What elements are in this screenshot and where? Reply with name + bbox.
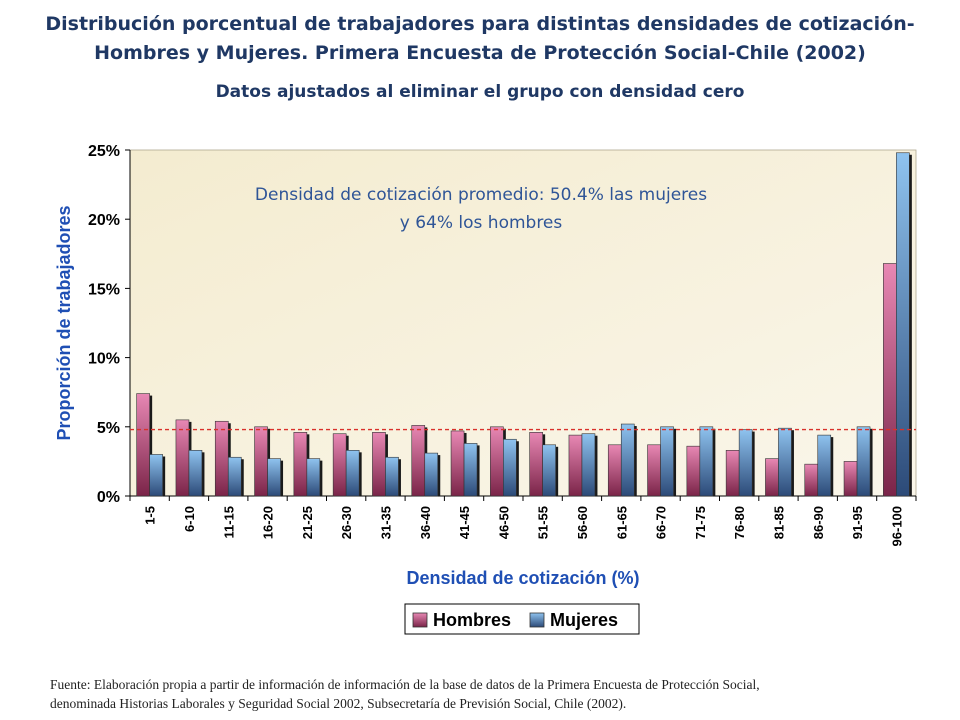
bar-mujeres	[188, 450, 203, 497]
bar-mujeres	[896, 152, 910, 497]
source-note-line2: denominada Historias Laborales y Segurid…	[50, 696, 627, 711]
bar-mujeres	[581, 433, 596, 497]
bar-mujeres	[267, 458, 281, 497]
source-note: Fuente: Elaboración propia a partir de i…	[50, 675, 930, 713]
bar-hombres	[765, 458, 779, 497]
annotation-text-line1: Densidad de cotización promedio: 50.4% l…	[255, 185, 707, 205]
chart-title-line2: Hombres y Mujeres. Primera Encuesta de P…	[94, 42, 866, 64]
y-tick-label: 20%	[88, 212, 120, 229]
bar-hombres	[411, 425, 426, 497]
bar-hombres	[293, 432, 308, 497]
bar-hombres	[804, 463, 819, 497]
x-tick-label: 21-25	[300, 506, 315, 539]
source-note-line1: Fuente: Elaboración propia a partir de i…	[50, 677, 760, 692]
bar-mujeres	[503, 438, 517, 497]
bar-mujeres	[699, 426, 714, 497]
x-tick-label: 81-85	[771, 506, 786, 539]
x-tick-label: 6-10	[182, 506, 197, 532]
bar-chart: 0% 5% 10% 15% 20% 25% 1-5 6-10 11-15 16-20 21-25 26…	[54, 143, 917, 635]
bar-mujeres	[738, 429, 753, 497]
bar-mujeres	[149, 454, 163, 497]
bar-mujeres	[817, 434, 832, 497]
legend-swatch-hombres	[412, 612, 428, 628]
x-tick-label: 36-40	[418, 506, 433, 539]
bar-hombres	[372, 432, 386, 497]
bar-hombres	[332, 433, 347, 497]
bar-mujeres	[778, 427, 792, 497]
legend-label-hombres: Hombres	[433, 610, 511, 630]
bar-mujeres	[620, 423, 635, 497]
x-tick-label: 96-100	[889, 506, 904, 546]
x-tick-label: 41-45	[457, 506, 472, 539]
bar-mujeres	[306, 458, 321, 497]
bar-mujeres	[542, 444, 556, 497]
x-tick-label: 31-35	[378, 506, 393, 539]
x-tick-label: 86-90	[811, 506, 826, 539]
chart-title: Distribución porcentual de trabajadores …	[0, 10, 960, 68]
x-tick-label: 56-60	[575, 506, 590, 539]
bar-mujeres	[345, 450, 360, 497]
bar-hombres	[175, 419, 190, 497]
bar-hombres	[883, 263, 897, 497]
x-tick-label: 16-20	[261, 506, 276, 539]
x-tick-label: 71-75	[693, 506, 708, 539]
x-tick-label: 51-55	[536, 506, 551, 539]
bar-hombres	[647, 444, 661, 497]
x-tick-label: 46-50	[496, 506, 511, 539]
y-tick-label: 25%	[88, 143, 120, 160]
annotation-text-line2: y 64% los hombres	[400, 213, 563, 233]
x-tick-label: 66-70	[654, 506, 669, 539]
bar-hombres	[254, 426, 268, 497]
bar-hombres	[725, 450, 740, 497]
bar-hombres	[529, 432, 543, 497]
bar-hombres	[843, 461, 858, 497]
x-axis-title: Densidad de cotización (%)	[406, 568, 639, 588]
chart-title-line1: Distribución porcentual de trabajadores …	[45, 13, 915, 35]
bar-hombres	[568, 434, 583, 497]
x-tick-label: 11-15	[221, 506, 236, 539]
bar-hombres	[607, 444, 622, 497]
legend-label-mujeres: Mujeres	[550, 610, 618, 630]
legend-box	[404, 603, 640, 635]
bar-mujeres	[856, 426, 871, 497]
bar-hombres	[136, 393, 150, 497]
y-tick-label: 15%	[88, 281, 120, 298]
bar-hombres	[214, 420, 229, 497]
x-tick-label: 26-30	[339, 506, 354, 539]
y-tick-label: 0%	[97, 489, 120, 506]
bar-mujeres	[227, 456, 242, 497]
bar-hombres	[450, 430, 465, 497]
y-axis-title: Proporción de trabajadores	[54, 205, 74, 440]
x-tick-label: 91-95	[850, 506, 865, 539]
x-tick-label: 1-5	[143, 506, 158, 525]
bar-hombres	[686, 445, 701, 497]
bar-mujeres	[660, 426, 674, 497]
y-tick-label: 10%	[88, 351, 120, 368]
chart-subtitle: Datos ajustados al eliminar el grupo con…	[215, 82, 745, 102]
x-tick-label: 61-65	[614, 506, 629, 539]
bar-mujeres	[385, 456, 399, 497]
bar-mujeres	[463, 443, 478, 497]
bar-mujeres	[424, 452, 439, 497]
bar-hombres	[490, 426, 504, 497]
y-tick-label: 5%	[97, 420, 120, 437]
x-tick-label: 76-80	[732, 506, 747, 539]
legend-swatch-mujeres	[529, 612, 545, 628]
